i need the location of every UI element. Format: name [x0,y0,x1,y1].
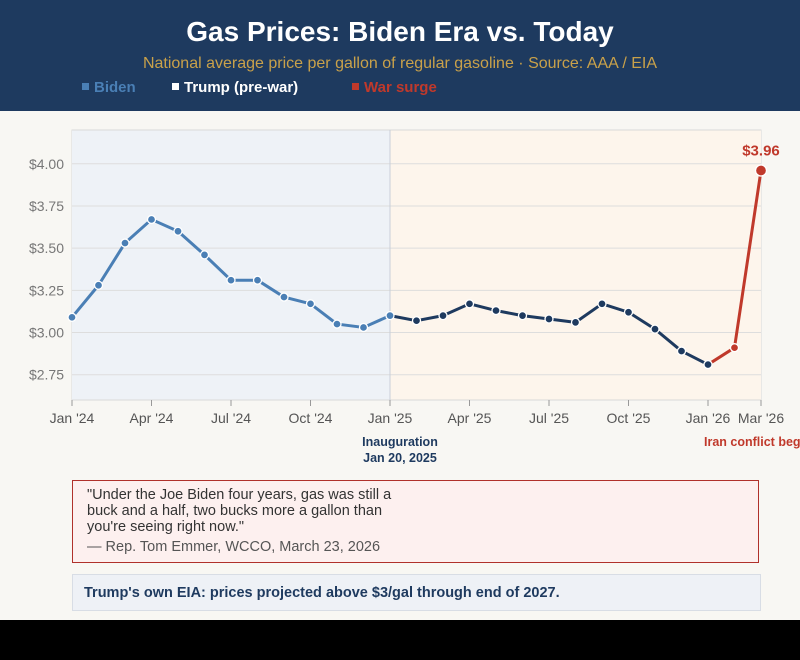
x-tick-label: Apr '24 [130,410,174,426]
y-tick-label: $3.25 [29,282,64,298]
data-point-biden [385,310,395,321]
quote-text: "Under the Joe Biden four years, gas was… [87,487,392,535]
x-tick-label: Apr '25 [448,410,492,426]
legend-swatch-trump [172,83,179,90]
legend-swatch-biden [82,83,89,90]
data-point-biden [279,292,289,302]
legend-trump: Trump (pre-war) [172,79,298,96]
legend-label-biden: Biden [94,79,136,96]
x-tick-label: Oct '25 [607,410,651,426]
inauguration-date-label: Jan 20, 2025 [363,451,437,465]
legend-war: War surge [352,79,437,96]
data-point-biden [146,214,157,225]
data-point-biden [305,299,316,309]
data-point-trump [438,310,448,321]
x-tick-label: Jul '24 [211,410,251,426]
x-tick-label: Jul '25 [529,410,569,426]
shaded-region-biden [72,130,390,400]
data-point-biden [199,250,210,260]
data-point-biden [226,275,236,285]
legend-label-trump: Trump (pre-war) [184,79,299,96]
chart-title: Gas Prices: Biden Era vs. Today [186,16,614,47]
data-point-trump [517,310,528,321]
header: Gas Prices: Biden Era vs. Today National… [0,0,800,111]
x-tick-label: Oct '24 [289,410,333,426]
last-value-label: $3.96 [742,143,780,160]
legend-swatch-war [352,83,359,90]
data-point-biden [252,275,263,285]
data-point-biden [120,238,130,248]
quote-box: "Under the Joe Biden four years, gas was… [72,480,759,563]
y-tick-label: $3.00 [29,325,64,341]
x-tick-label: Jan '26 [686,410,731,426]
data-point-trump [411,316,422,326]
data-point-trump [491,305,501,316]
x-tick-label: Mar '26 [738,410,784,426]
footer-bar [0,620,800,660]
data-point-biden [332,319,342,329]
data-point-trump [623,307,634,317]
shaded-region-trump [390,130,761,400]
data-point-biden [67,312,77,322]
legend-biden: Biden [82,79,136,96]
data-point-trump [570,317,581,328]
data-point-trump [464,299,475,309]
data-point-trump [650,324,660,334]
x-tick-label: Jan '24 [50,410,95,426]
war-annotation-label: Iran conflict begins [704,435,800,449]
x-tick-label: Jan '25 [368,410,413,426]
eia-note-text: Trump's own EIA: prices projected above … [84,585,560,601]
inauguration-label: Inauguration [362,435,438,449]
y-tick-label: $2.75 [29,367,64,383]
legend-label-war: War surge [364,79,437,96]
y-tick-label: $3.50 [29,240,64,256]
data-point-trump [676,346,687,356]
y-tick-label: $3.75 [29,198,64,214]
data-point-war [754,164,768,177]
data-point-war [729,343,740,353]
eia-note-box: Trump's own EIA: prices projected above … [72,574,761,611]
chart-subtitle: National average price per gallon of reg… [142,55,658,72]
line-chart: $2.75 $3.00 $3.25 $3.50 $3.75 $4.00 Jan '24 Apr… [29,129,800,465]
data-point-biden [358,322,369,333]
quote-attribution: — Rep. Tom Emmer, WCCO, March 23, 2026 [87,539,381,555]
data-point-biden [173,226,183,236]
data-point-trump [597,299,607,309]
data-point-trump [703,359,713,370]
data-point-biden [93,280,104,290]
y-tick-label: $4.00 [29,156,64,172]
data-point-trump [544,314,554,324]
